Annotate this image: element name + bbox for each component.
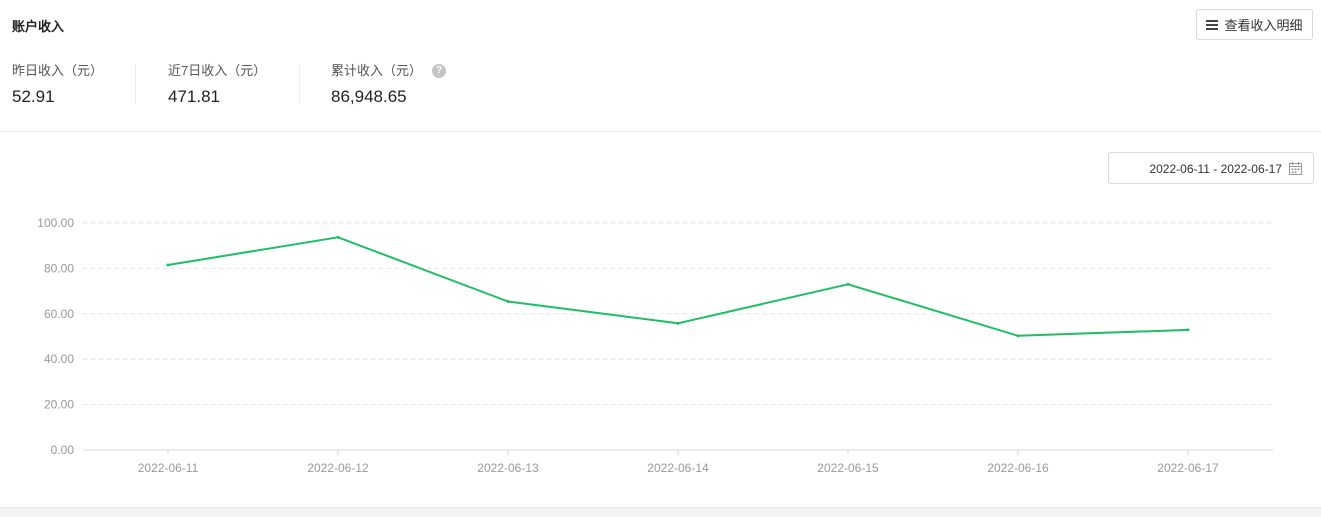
- y-tick-label: 20.00: [44, 398, 74, 412]
- y-tick-label: 0.00: [51, 443, 75, 457]
- data-point: [846, 282, 850, 286]
- help-circle-icon[interactable]: ?: [432, 64, 446, 78]
- view-income-detail-label: 查看收入明细: [1224, 18, 1303, 33]
- data-point: [1016, 334, 1020, 338]
- x-tick-label: 2022-06-13: [477, 461, 539, 475]
- data-point: [166, 263, 170, 267]
- stat-label: 昨日收入（元）: [12, 63, 104, 78]
- x-tick-label: 2022-06-15: [817, 461, 879, 475]
- y-tick-label: 40.00: [44, 352, 74, 366]
- view-income-detail-button[interactable]: 查看收入明细: [1196, 9, 1313, 40]
- page-title: 账户收入: [12, 19, 65, 34]
- data-point: [676, 321, 680, 325]
- series-line: [167, 236, 1189, 337]
- y-tick-label: 60.00: [44, 307, 74, 321]
- stat-total: 累计收入（元） 86,948.65: [331, 60, 422, 106]
- x-tick-label: 2022-06-14: [647, 461, 709, 475]
- x-tick-label: 2022-06-12: [307, 461, 369, 475]
- footer-strip: [0, 507, 1321, 517]
- stat-last-7-days: 近7日收入（元） 471.81: [168, 60, 266, 106]
- stat-divider: [135, 64, 136, 104]
- data-point: [506, 300, 510, 304]
- stat-value: 471.81: [168, 87, 220, 106]
- y-tick-label: 100.00: [37, 216, 74, 230]
- date-range-value: 2022-06-11 - 2022-06-17: [1149, 162, 1282, 176]
- y-tick-label: 80.00: [44, 261, 74, 275]
- stat-value: 86,948.65: [331, 87, 407, 106]
- stat-divider: [299, 64, 300, 104]
- data-point: [1186, 328, 1190, 332]
- stat-label: 近7日收入（元）: [168, 63, 267, 78]
- menu-list-icon: [1206, 19, 1219, 30]
- stat-yesterday: 昨日收入（元） 52.91: [12, 60, 103, 106]
- income-header: 账户收入 查看收入明细 昨日收入（元） 52.91 近7日收入（元） 471.8…: [0, 0, 1321, 132]
- x-tick-label: 2022-06-16: [987, 461, 1049, 475]
- x-tick-label: 2022-06-11: [138, 461, 199, 475]
- date-range-picker[interactable]: 2022-06-11 - 2022-06-17: [1108, 152, 1314, 184]
- data-point: [336, 235, 340, 239]
- income-line-chart: 0.00 20.00 40.00 60.00 80.00 100.00 2022-06-11…: [37, 216, 1273, 475]
- stat-label: 累计收入（元）: [331, 63, 423, 78]
- x-tick-label: 2022-06-17: [1157, 461, 1219, 475]
- stat-value: 52.91: [12, 87, 55, 106]
- calendar-icon: [1289, 162, 1302, 175]
